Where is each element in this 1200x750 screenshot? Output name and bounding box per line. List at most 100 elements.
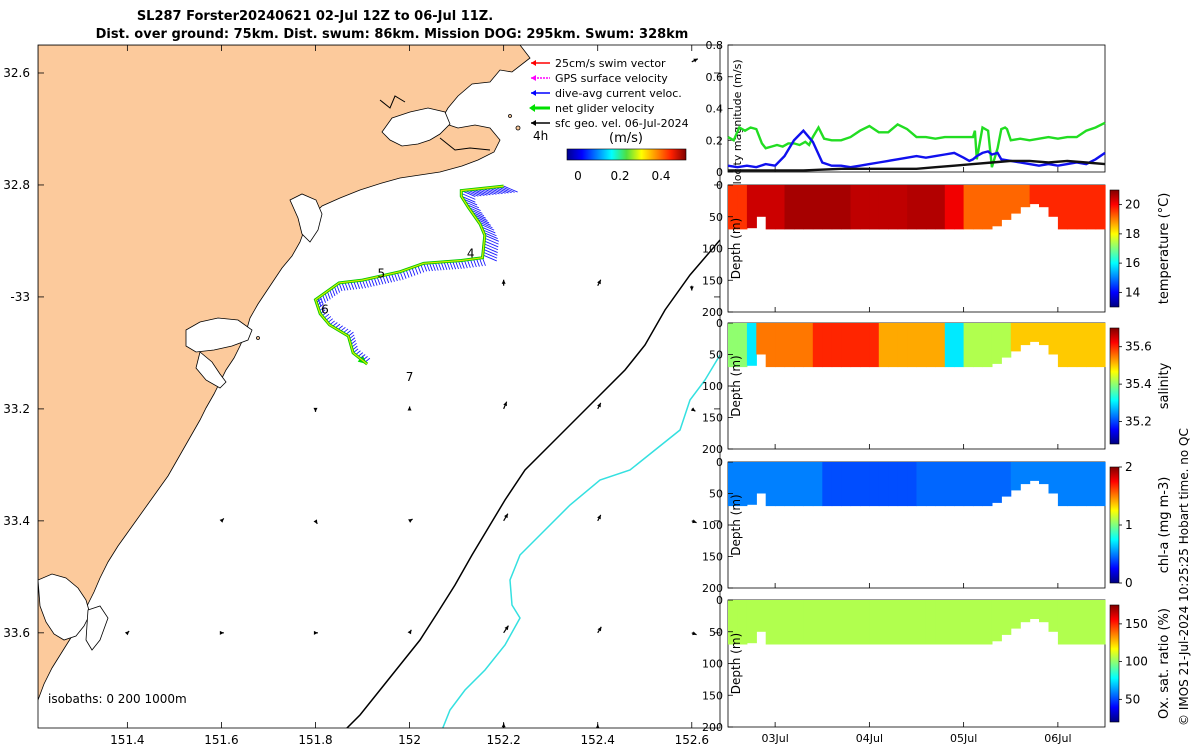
- profile-cell: [991, 323, 1002, 364]
- profile-cell: [1020, 600, 1031, 623]
- profile-cell: [916, 185, 927, 230]
- current-vector: [484, 234, 500, 242]
- colorbar-tick-label: 35.2: [1125, 415, 1152, 429]
- lat-tick-label: -33: [10, 290, 30, 304]
- profile-cell: [1048, 600, 1059, 632]
- profile-cell: [784, 600, 795, 645]
- profile-cell: [746, 185, 757, 229]
- profile-cell: [1086, 185, 1097, 230]
- geo-vector-head: [597, 514, 601, 520]
- profile-cell: [916, 600, 927, 645]
- profile-cell: [963, 462, 974, 507]
- profile-panel-3: 0 50 100 150 200 Depth (m) 0 1 2 chl-a (mg m-3): [702, 456, 1172, 595]
- velocity-ytick-label: 0.6: [706, 71, 724, 84]
- profile-cell: [765, 323, 776, 368]
- legend-net-glider: net glider velocity: [555, 102, 655, 115]
- profile-cell: [954, 462, 965, 507]
- land-mass: [38, 45, 531, 701]
- colorbar-tick-label: 50: [1125, 692, 1140, 706]
- profile-cell: [737, 323, 748, 368]
- profile-cell: [888, 323, 899, 368]
- profile-cell: [1086, 600, 1097, 645]
- lake-port: [185, 317, 253, 353]
- profile-cell: [803, 323, 814, 368]
- profile-cell: [822, 323, 833, 368]
- profile-cell: [850, 600, 861, 645]
- velocity-series-2: [728, 159, 1106, 172]
- depth-tick-label: 0: [716, 179, 723, 192]
- profile-cell: [784, 462, 795, 507]
- current-vector: [483, 248, 498, 256]
- profile-cell: [775, 462, 786, 507]
- profile-cell: [765, 462, 776, 507]
- profile-cell: [794, 600, 804, 645]
- geo-vector-head: [690, 407, 696, 412]
- profile-cell: [822, 600, 833, 645]
- day-label: 5: [378, 266, 386, 280]
- profile-cell: [831, 462, 842, 507]
- geo-vector-head: [313, 519, 318, 524]
- profile-cell: [973, 323, 983, 368]
- lat-tick-label: 32.8: [3, 178, 30, 192]
- profile-cell: [756, 462, 767, 494]
- profile-cell: [1020, 185, 1031, 208]
- depth-ylabel: Depth (m): [729, 355, 743, 416]
- depth-tick-label: 200: [702, 443, 723, 456]
- colorbar-label: chl-a (mg m-3): [1157, 477, 1172, 574]
- profile-cell: [925, 323, 936, 368]
- profile-cell: [897, 323, 908, 368]
- profile-cell: [1039, 185, 1049, 208]
- current-vector: [482, 229, 497, 237]
- geo-vector-head: [124, 631, 130, 636]
- geo-vector-head: [692, 631, 697, 636]
- profile-cell: [963, 185, 974, 230]
- profile-cell: [1010, 185, 1021, 214]
- profile-cell: [1039, 323, 1049, 346]
- profile-cell: [1001, 600, 1012, 635]
- profile-cell: [897, 185, 908, 230]
- isobath-1000m: [441, 354, 720, 728]
- profile-cell: [812, 600, 823, 645]
- depth-tick-label: 150: [702, 274, 723, 287]
- colorbar-bar: [1109, 466, 1120, 584]
- day-labels: 4 5 6 7: [321, 247, 474, 384]
- profile-cell: [1095, 185, 1106, 230]
- profile-cell: [935, 185, 946, 230]
- profile-cell: [737, 600, 748, 645]
- profile-cell: [1010, 323, 1021, 352]
- profile-cell: [812, 462, 823, 507]
- island: [256, 336, 260, 340]
- profile-cell: [1010, 600, 1021, 629]
- profile-cell: [822, 462, 833, 507]
- colorbar-tick-label: 16: [1125, 256, 1140, 270]
- lon-tick-label: 151.6: [204, 733, 238, 747]
- colorbar-bar: [1109, 327, 1120, 445]
- profile-cell: [794, 323, 804, 368]
- lat-tick-label: 32.6: [3, 66, 30, 80]
- marker-4h: 4h: [533, 129, 548, 143]
- velocity-ytick-label: 0.8: [706, 39, 724, 52]
- current-vector: [481, 226, 496, 234]
- profile-cell: [765, 600, 776, 645]
- profile-cell: [1057, 600, 1068, 645]
- lake-southern: [289, 193, 323, 243]
- profile-cell: [1076, 462, 1087, 507]
- profile-cell: [907, 185, 918, 230]
- profile-cell: [869, 462, 880, 507]
- geo-vector-head: [597, 279, 601, 285]
- profile-cell: [963, 600, 974, 645]
- profile-cell: [746, 323, 757, 366]
- profile-cell: [1067, 323, 1078, 368]
- profile-cell: [1029, 323, 1040, 342]
- profile-cell: [982, 185, 993, 230]
- lake-northern: [381, 107, 451, 147]
- profile-cell: [944, 462, 955, 507]
- profile-cell: [794, 462, 804, 507]
- title-line2: Dist. over ground: 75km. Dist. swum: 86k…: [96, 27, 689, 42]
- current-vector: [484, 237, 499, 245]
- profile-cell: [1057, 462, 1068, 507]
- colorbar-label: salinity: [1157, 362, 1172, 409]
- lat-tick-label: 33.2: [3, 402, 30, 416]
- geo-vector-head: [219, 518, 224, 523]
